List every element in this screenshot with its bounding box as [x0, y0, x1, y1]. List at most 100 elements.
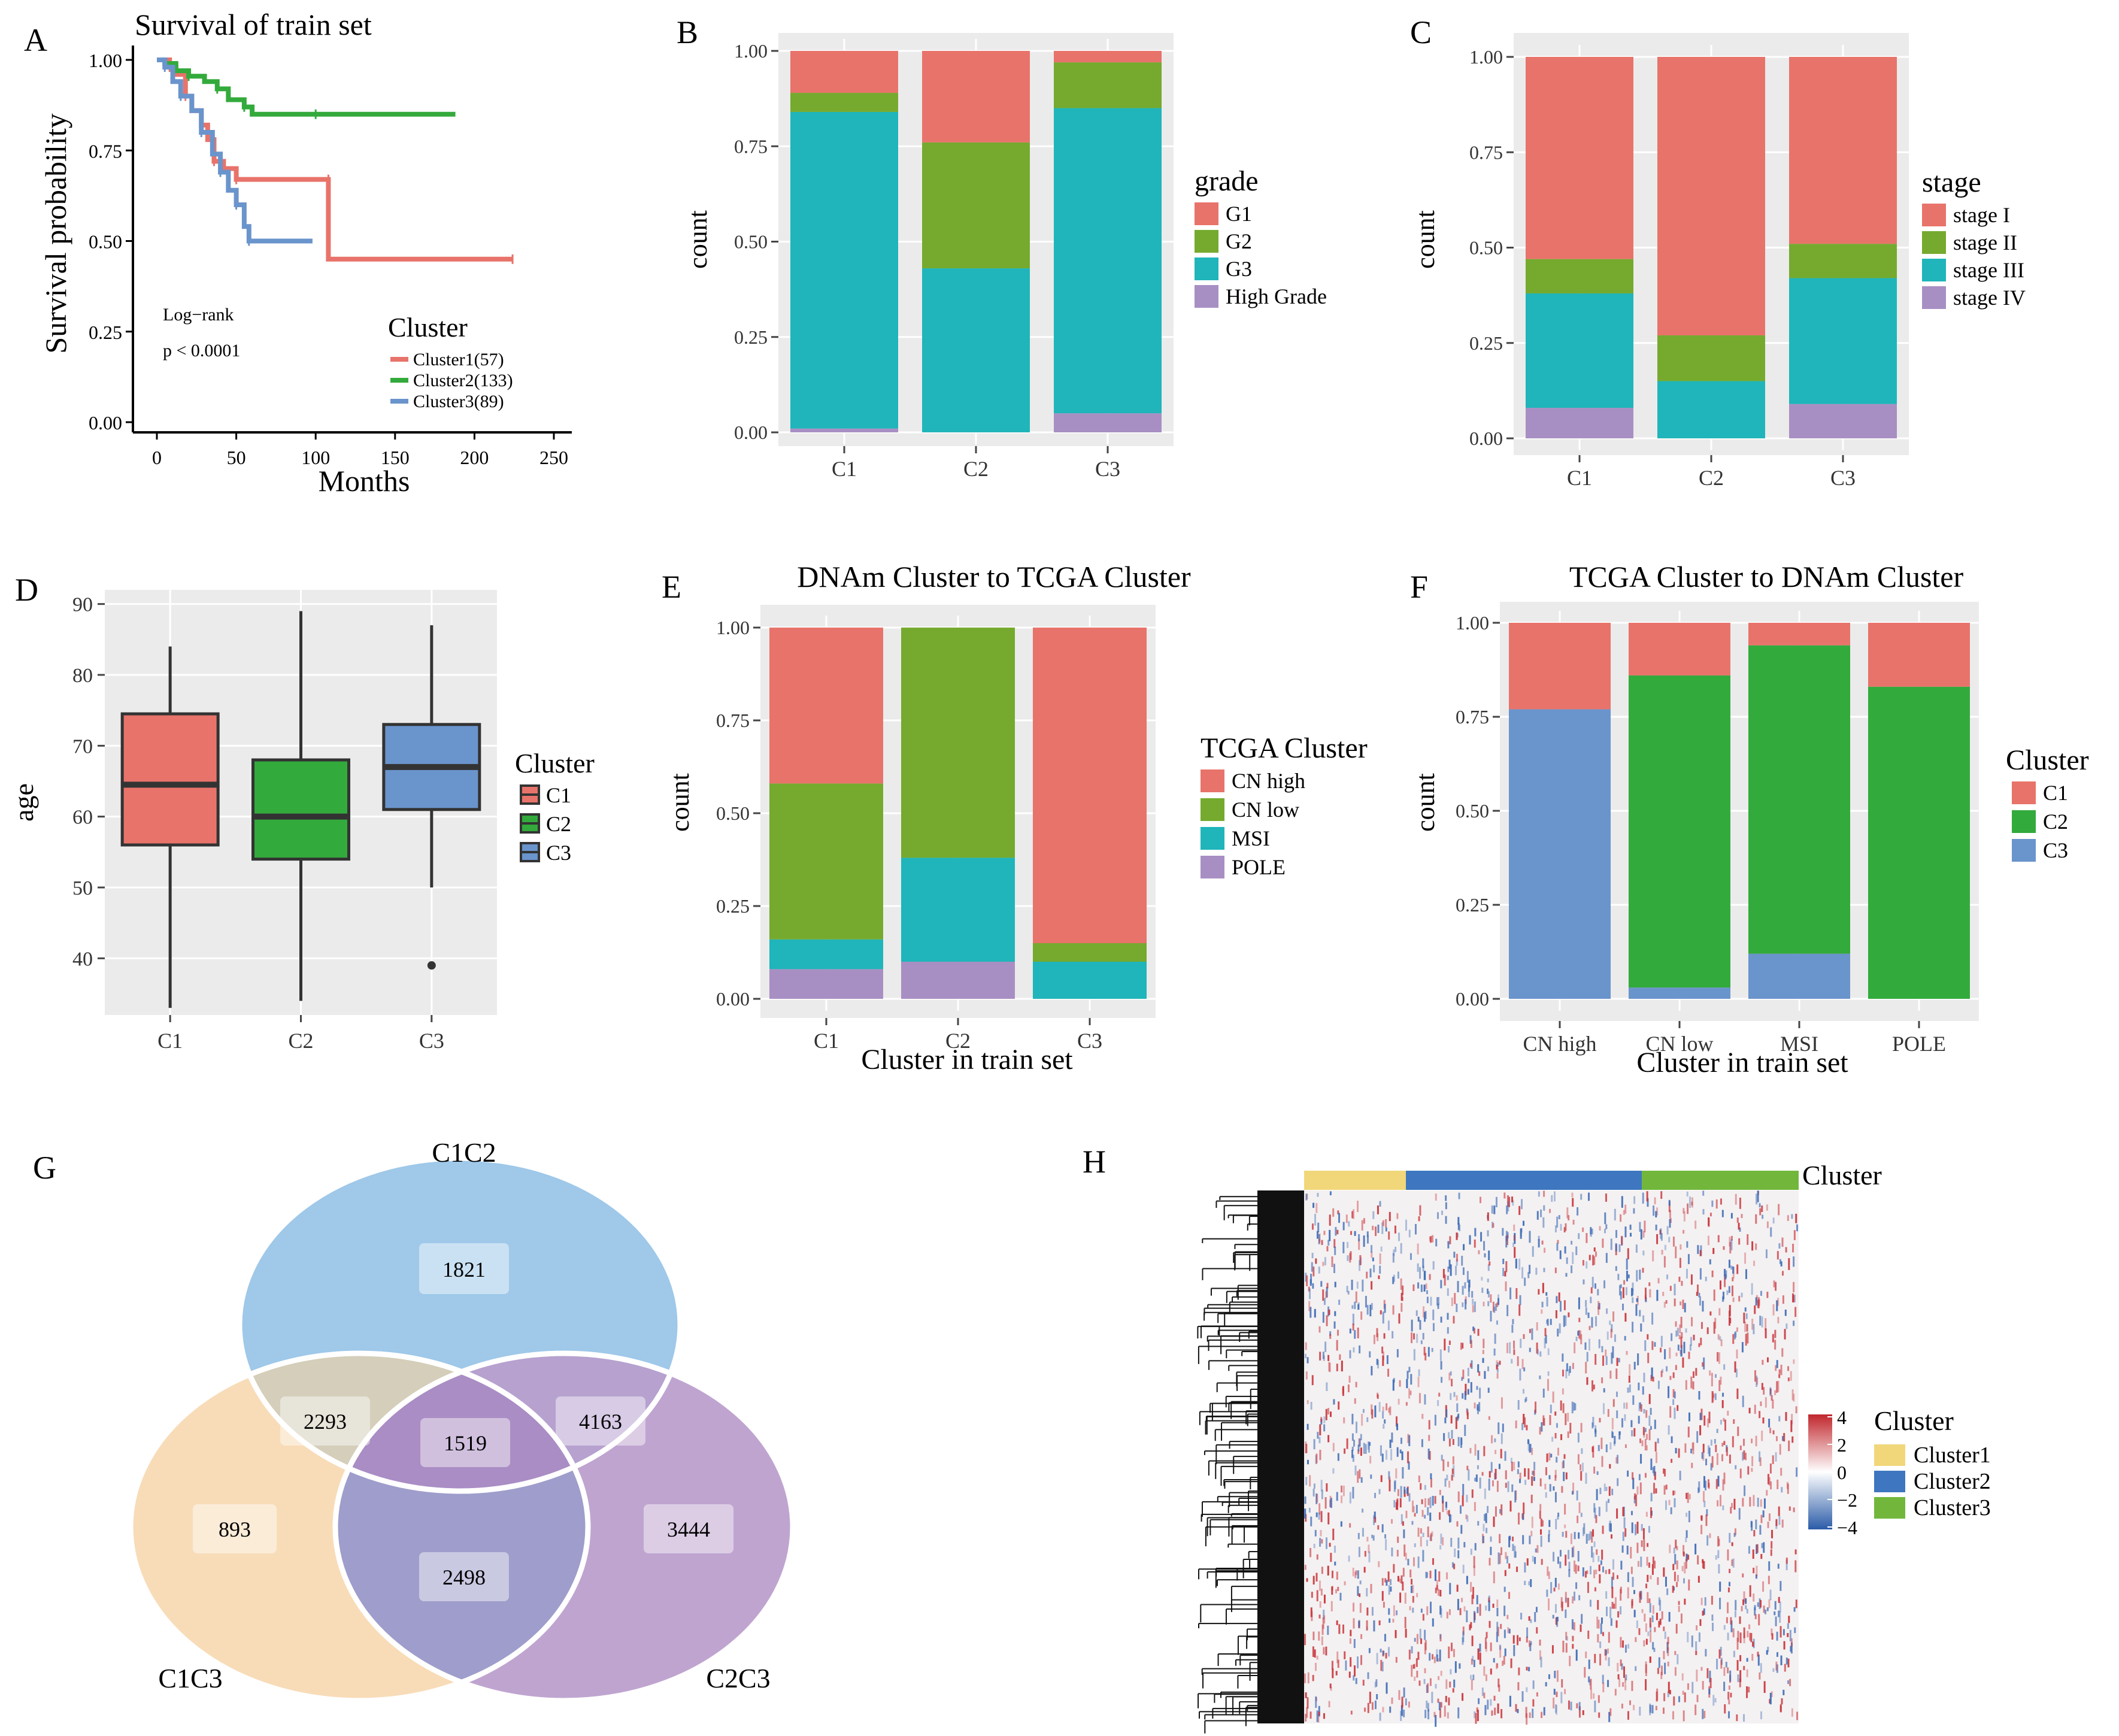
chart-e-legend-swatch [1201, 769, 1224, 792]
heatmap-cell [1605, 1356, 1608, 1365]
heatmap-cell [1666, 1641, 1669, 1653]
heatmap-cell [1702, 1444, 1705, 1453]
heatmap-cell [1342, 1624, 1345, 1634]
heatmap-cell [1461, 1598, 1463, 1602]
heatmap-cell [1784, 1329, 1786, 1340]
heatmap-cell [1545, 1292, 1548, 1296]
heatmap-cell [1369, 1351, 1371, 1358]
heatmap-cell [1437, 1658, 1439, 1662]
heatmap-cell [1690, 1376, 1693, 1389]
heatmap-cell [1487, 1301, 1490, 1307]
chart-f-legend-swatch [2012, 781, 2036, 804]
heatmap-cell [1638, 1474, 1641, 1480]
heatmap-cell [1505, 1470, 1507, 1480]
heatmap-cell [1581, 1614, 1583, 1624]
heatmap-cell [1427, 1507, 1429, 1516]
heatmap-cell [1456, 1395, 1458, 1401]
venn-count-box-c1c3 [193, 1504, 277, 1553]
heatmap-cell [1621, 1235, 1623, 1245]
heatmap-cell [1684, 1443, 1687, 1453]
heatmap-cell [1539, 1351, 1542, 1357]
heatmap-cell [1605, 1649, 1607, 1656]
heatmap-cell [1571, 1265, 1573, 1274]
heatmap-cell [1571, 1241, 1573, 1245]
heatmap-cell [1420, 1483, 1422, 1490]
chart-a-y-ticks: 0.000.250.500.751.00 [89, 50, 133, 434]
heatmap-cell [1598, 1302, 1600, 1310]
heatmap-cell [1357, 1586, 1359, 1596]
chart-b-xtick-label: C3 [1095, 457, 1120, 481]
heatmap-cell [1766, 1607, 1769, 1611]
heatmap-cell [1703, 1357, 1705, 1370]
heatmap-cell [1472, 1305, 1474, 1313]
heatmap-cell [1731, 1542, 1733, 1546]
heatmap-cell [1728, 1699, 1730, 1705]
heatmap-cell [1357, 1302, 1360, 1310]
heatmap-cell [1691, 1443, 1694, 1451]
heatmap-cell [1411, 1665, 1413, 1677]
chart-f-ytick-label: 1.00 [1456, 612, 1489, 634]
heatmap-cell [1617, 1274, 1620, 1280]
heatmap-cell [1571, 1490, 1574, 1495]
heatmap-cell [1630, 1567, 1633, 1574]
heatmap-cell [1400, 1514, 1403, 1525]
heatmap-cell [1317, 1714, 1320, 1723]
heatmap-cell [1690, 1337, 1692, 1346]
heatmap-cell [1320, 1588, 1323, 1596]
heatmap-cell [1757, 1602, 1759, 1607]
heatmap-cell [1703, 1415, 1706, 1426]
heatmap-cell [1627, 1274, 1630, 1278]
heatmap-cell [1333, 1399, 1335, 1405]
heatmap-cell [1565, 1472, 1568, 1480]
heatmap-cell [1741, 1605, 1743, 1611]
heatmap-cell [1426, 1606, 1429, 1616]
heatmap-cell [1538, 1289, 1540, 1295]
heatmap-cell [1675, 1330, 1678, 1337]
heatmap-cell [1324, 1341, 1327, 1352]
heatmap-cell [1368, 1551, 1371, 1562]
heatmap-cell [1580, 1513, 1583, 1517]
chart-e-legend-swatch [1201, 856, 1224, 878]
heatmap-legend-label: Cluster2 [1914, 1469, 1991, 1494]
heatmap-cell [1751, 1241, 1754, 1251]
heatmap-cell [1578, 1532, 1580, 1539]
heatmap-cell [1747, 1234, 1749, 1245]
heatmap-cell [1337, 1453, 1339, 1461]
heatmap-cell [1775, 1661, 1778, 1671]
heatmap-cell [1456, 1303, 1458, 1313]
heatmap-cell [1474, 1228, 1477, 1237]
heatmap-cell [1669, 1544, 1671, 1553]
heatmap-cell [1601, 1456, 1603, 1467]
chart-e-legend-swatch [1201, 827, 1224, 850]
heatmap-cell [1466, 1465, 1469, 1471]
heatmap-cell [1425, 1571, 1427, 1579]
heatmap-cell [1526, 1636, 1528, 1643]
chart-a-logrank-text: Log−rank [163, 305, 234, 325]
heatmap-cell [1743, 1591, 1745, 1602]
heatmap-cell [1645, 1445, 1648, 1451]
heatmap-cell [1449, 1583, 1451, 1595]
heatmap-cell [1312, 1646, 1314, 1657]
heatmap-cell [1428, 1435, 1430, 1441]
heatmap-cell [1357, 1328, 1359, 1338]
heatmap-cell [1408, 1493, 1411, 1502]
heatmap-cell [1672, 1236, 1675, 1247]
heatmap-cell [1725, 1662, 1727, 1668]
heatmap-cell [1565, 1315, 1567, 1326]
chart-e-legend-label: POLE [1232, 855, 1286, 879]
heatmap-cell [1484, 1514, 1486, 1521]
chart-f-bar-segment [1748, 623, 1850, 646]
heatmap-cell [1621, 1703, 1623, 1709]
heatmap-cell [1746, 1608, 1748, 1614]
heatmap-cell [1778, 1204, 1780, 1216]
heatmap-cell [1699, 1296, 1701, 1306]
chart-f-xlabel: Cluster in train set [1636, 1047, 1848, 1078]
heatmap-cell [1357, 1532, 1360, 1540]
heatmap-cell [1424, 1668, 1426, 1674]
heatmap-cell [1436, 1654, 1438, 1662]
heatmap-cell [1594, 1507, 1596, 1519]
heatmap-cell [1781, 1271, 1784, 1276]
heatmap-cell [1585, 1307, 1587, 1315]
heatmap-cell [1596, 1549, 1598, 1555]
heatmap-cell [1759, 1457, 1762, 1467]
